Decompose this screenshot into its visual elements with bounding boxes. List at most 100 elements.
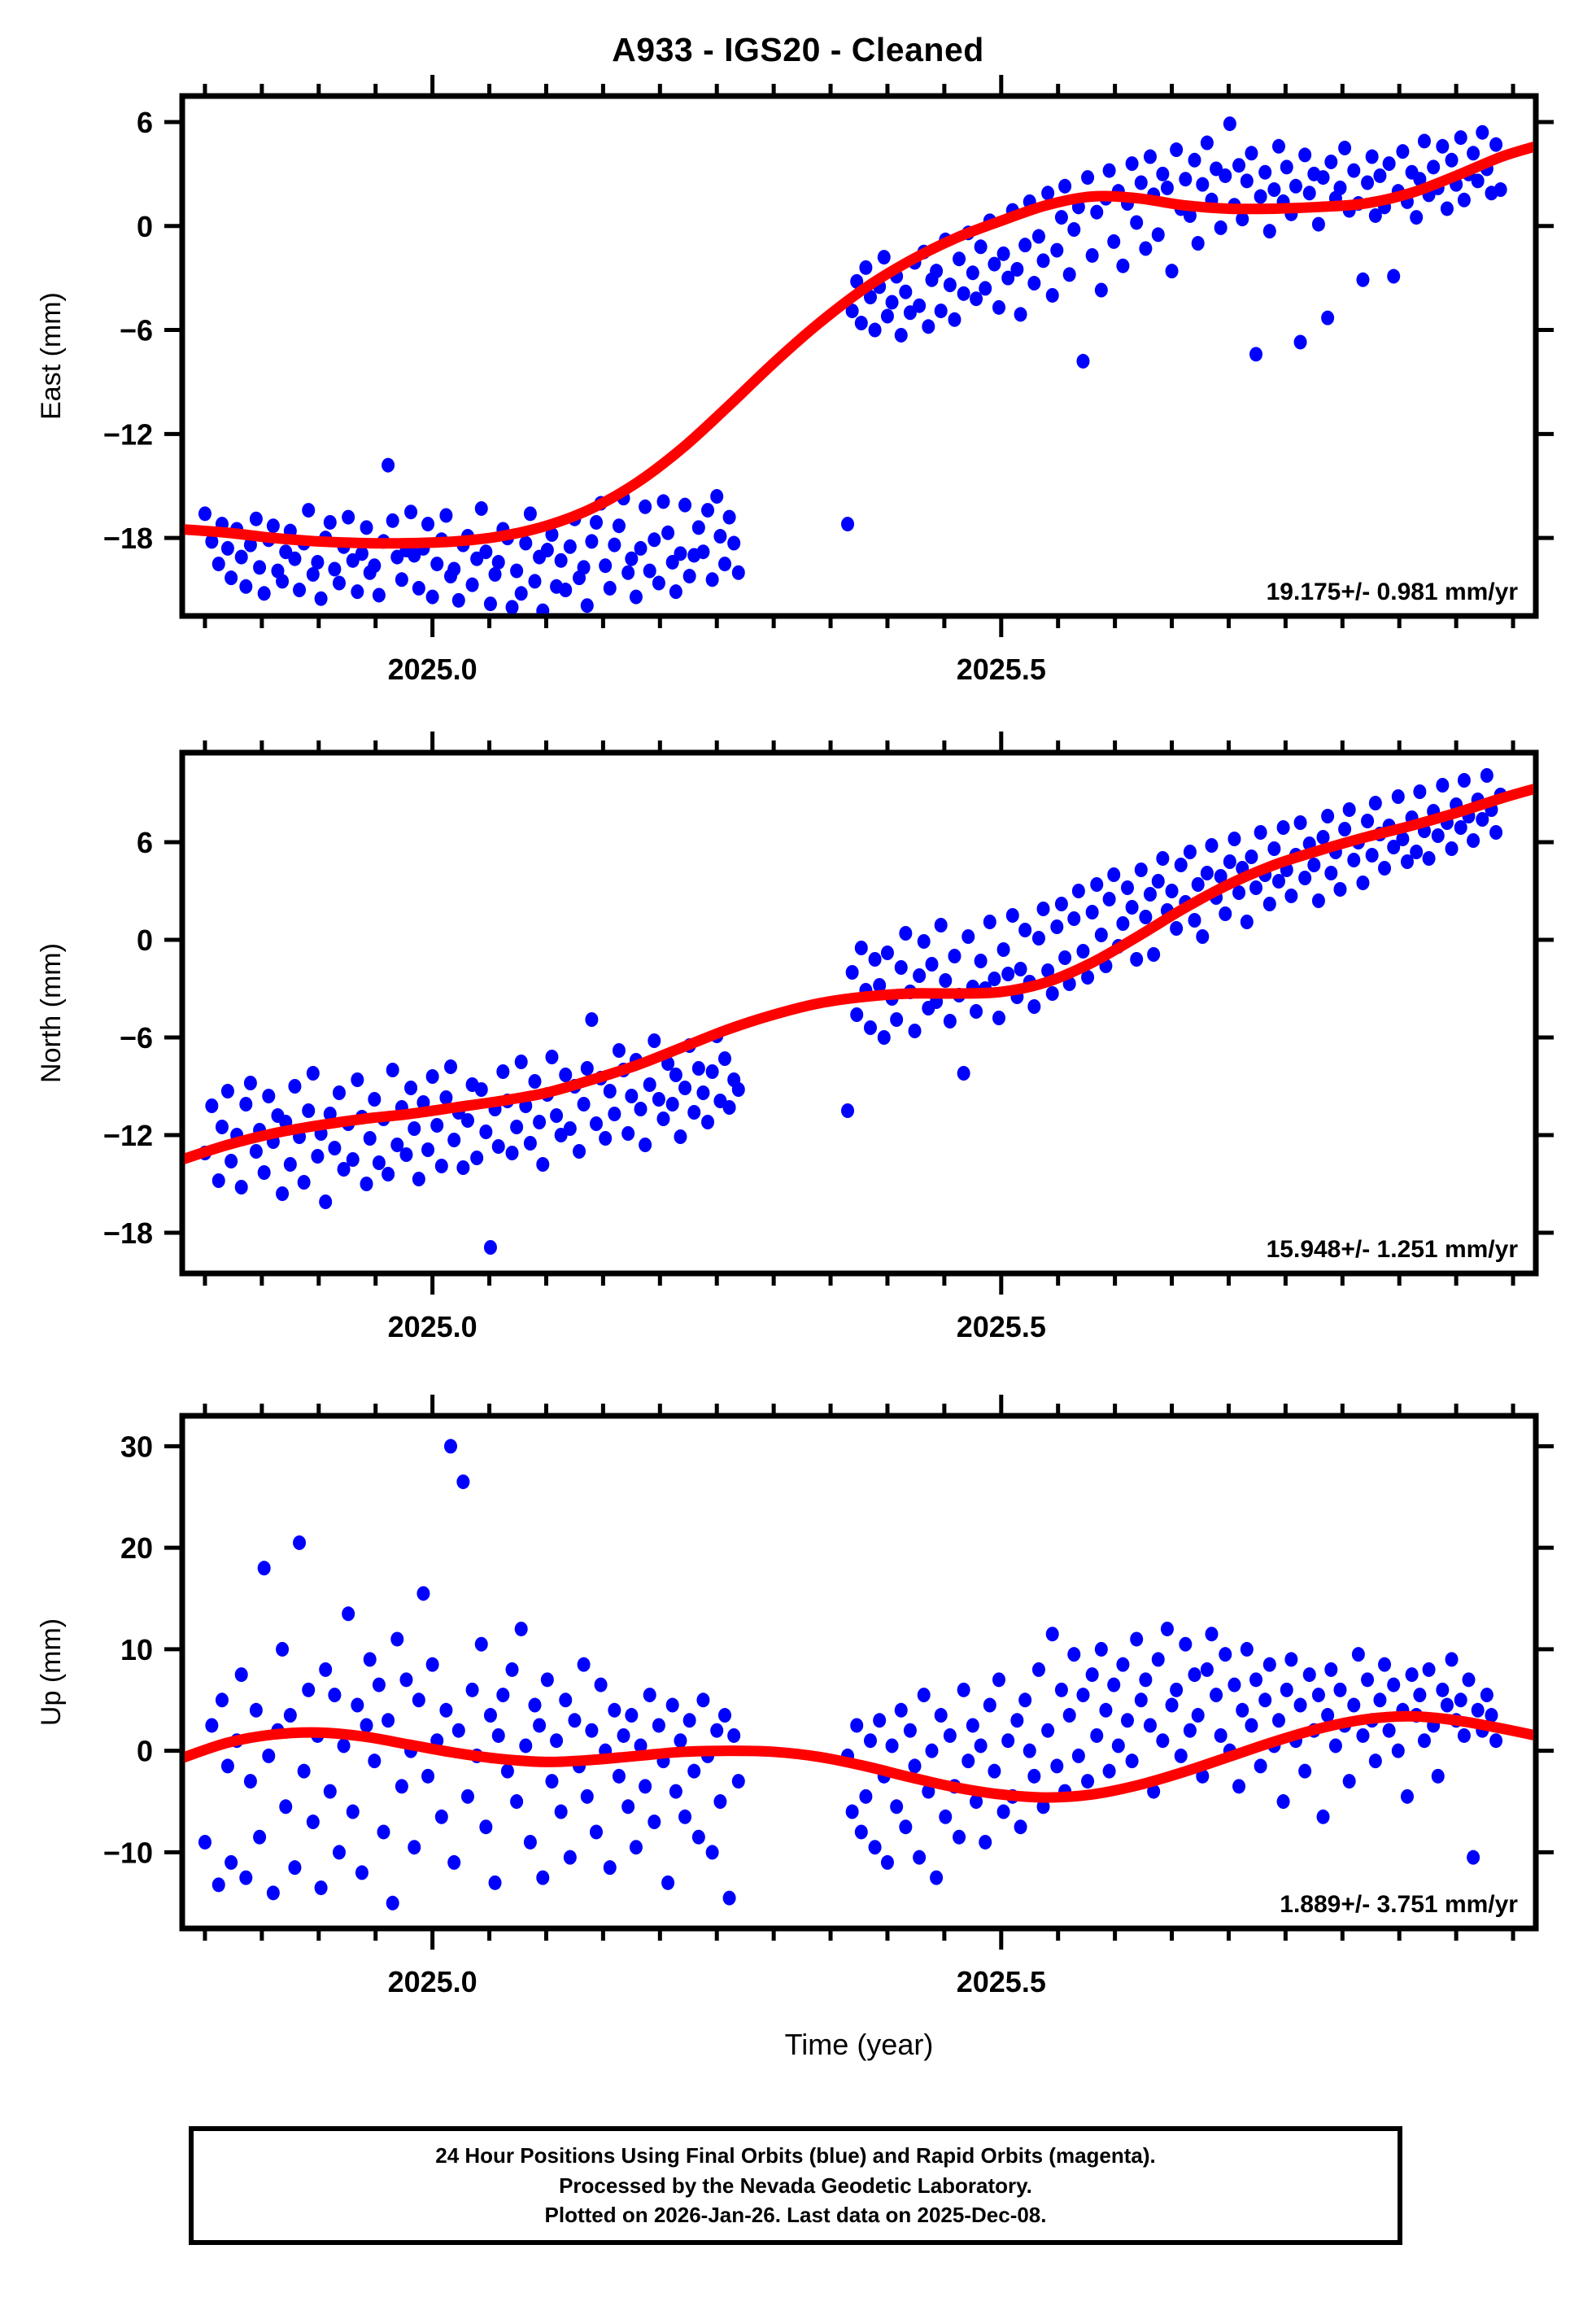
data-point <box>1170 142 1184 158</box>
data-point <box>444 1439 458 1454</box>
data-point <box>1436 138 1450 154</box>
data-point <box>1191 236 1205 251</box>
data-point <box>451 592 465 608</box>
data-point <box>536 1157 550 1172</box>
data-point <box>1373 168 1387 183</box>
data-point <box>899 284 913 299</box>
data-point <box>577 1657 591 1672</box>
data-point <box>479 544 493 560</box>
data-point <box>1307 858 1321 872</box>
data-point <box>885 295 899 310</box>
data-point <box>249 1702 263 1718</box>
data-point <box>1454 820 1467 835</box>
trend-line <box>185 141 1533 549</box>
data-point <box>288 551 302 566</box>
data-point <box>559 583 573 598</box>
data-point <box>599 558 613 574</box>
data-point <box>1232 1779 1246 1794</box>
data-point <box>425 1657 439 1672</box>
data-point <box>1280 1682 1293 1697</box>
data-point <box>1387 269 1401 284</box>
panel-north: 2025.0 2025.5 6 0 −6 −12 −18 North (mm) 15.948+/… <box>36 732 1554 1343</box>
data-point <box>1316 170 1330 186</box>
data-point <box>696 544 710 560</box>
data-point <box>1356 272 1370 287</box>
data-point <box>1183 845 1197 859</box>
data-point <box>1036 1799 1050 1815</box>
data-point <box>297 1175 311 1190</box>
data-point <box>319 1194 333 1209</box>
data-point <box>585 1723 599 1738</box>
data-point <box>225 570 238 586</box>
data-point <box>382 1167 395 1181</box>
data-point <box>608 1702 621 1718</box>
data-point <box>1382 1723 1396 1738</box>
data-point <box>444 1059 458 1074</box>
data-point <box>1427 159 1441 175</box>
data-point <box>1405 1667 1419 1683</box>
data-point <box>323 1107 337 1121</box>
data-point <box>1125 1754 1139 1769</box>
y-tick-label: −18 <box>103 1216 153 1250</box>
data-point <box>332 575 346 591</box>
data-point <box>1316 830 1330 845</box>
data-point <box>360 1177 373 1191</box>
data-point <box>1342 1774 1356 1789</box>
data-point <box>854 941 868 955</box>
data-point <box>249 1144 263 1159</box>
data-point <box>983 1697 996 1713</box>
data-point <box>523 506 537 522</box>
data-point <box>1156 166 1170 181</box>
data-point <box>953 1829 966 1845</box>
data-point <box>701 503 715 518</box>
data-point <box>1214 1727 1228 1743</box>
data-point <box>1254 189 1267 204</box>
data-point <box>1188 913 1201 928</box>
data-point <box>687 1105 701 1120</box>
data-point <box>966 1718 979 1733</box>
data-point <box>456 1160 470 1175</box>
data-point <box>1467 1850 1480 1865</box>
y-tick-label: −12 <box>103 1119 153 1152</box>
data-point <box>696 1692 710 1708</box>
data-point <box>1324 154 1338 169</box>
data-point <box>1014 1819 1027 1835</box>
data-point <box>198 1834 211 1850</box>
data-point <box>262 1748 276 1763</box>
data-point <box>412 580 425 596</box>
data-point <box>629 1840 643 1855</box>
data-point <box>351 584 364 600</box>
data-point <box>1240 1641 1254 1657</box>
data-point <box>612 518 626 534</box>
data-point <box>648 1033 661 1048</box>
data-point <box>368 558 382 574</box>
data-point <box>873 978 887 993</box>
data-point <box>943 277 957 293</box>
data-point <box>533 1115 547 1129</box>
data-point <box>1062 1708 1076 1723</box>
data-point <box>1076 1688 1090 1703</box>
data-point <box>1219 168 1232 183</box>
data-point <box>386 1063 399 1077</box>
data-point <box>1400 1788 1414 1804</box>
data-point <box>1143 149 1157 164</box>
data-point <box>934 1708 948 1723</box>
data-point <box>1054 210 1068 225</box>
data-point <box>903 1723 917 1738</box>
data-point <box>1045 1627 1059 1642</box>
data-point <box>1036 902 1050 916</box>
data-point <box>1324 866 1338 880</box>
x-tick-label: 2025.0 <box>388 1965 477 1998</box>
data-point <box>603 1860 617 1876</box>
data-point <box>974 954 988 968</box>
data-point <box>996 1804 1010 1819</box>
data-point <box>974 239 988 255</box>
data-point <box>276 1186 290 1201</box>
data-point <box>205 534 219 549</box>
data-point <box>1058 178 1072 194</box>
data-point <box>533 1718 547 1733</box>
data-point <box>1116 916 1130 931</box>
y-tick-label: 0 <box>137 210 153 243</box>
data-point <box>617 1727 630 1743</box>
data-point <box>943 1014 957 1029</box>
